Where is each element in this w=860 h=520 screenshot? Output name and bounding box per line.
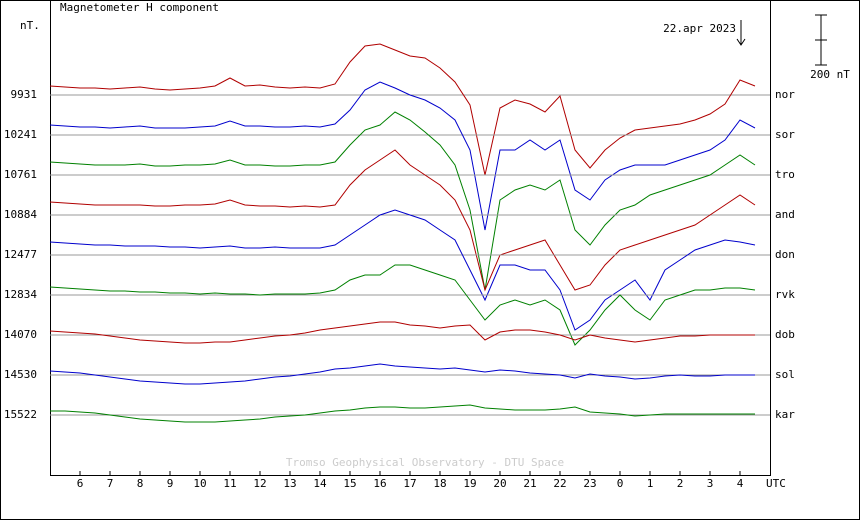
trace xyxy=(49,209,756,331)
scale-bar xyxy=(815,14,827,66)
baseline-label: 14070 xyxy=(4,328,37,341)
x-tick-label: 16 xyxy=(373,477,386,490)
x-tick-label: 17 xyxy=(403,477,416,490)
x-tick-label: 22 xyxy=(553,477,566,490)
baseline-label: 10884 xyxy=(4,208,37,221)
station-label: nor xyxy=(775,88,795,101)
station-label: dob xyxy=(775,328,795,341)
x-tick-label: 10 xyxy=(193,477,206,490)
station-label: rvk xyxy=(775,288,795,301)
x-tick-label: 18 xyxy=(433,477,446,490)
date-arrow xyxy=(736,20,746,46)
trace xyxy=(50,404,755,423)
x-tick-label: 12 xyxy=(253,477,266,490)
x-tick-label: 4 xyxy=(737,477,744,490)
x-tick-label: 6 xyxy=(77,477,84,490)
trace xyxy=(49,321,755,344)
x-tick-label: 1 xyxy=(647,477,654,490)
x-tick-label: 20 xyxy=(493,477,506,490)
trace xyxy=(49,111,756,291)
station-label: sor xyxy=(775,128,795,141)
x-tick-label: 21 xyxy=(523,477,536,490)
x-tick-label: 8 xyxy=(137,477,144,490)
baseline-label: 14530 xyxy=(4,368,37,381)
baseline-label: 9931 xyxy=(11,88,38,101)
station-label: don xyxy=(775,248,795,261)
trace xyxy=(49,81,756,231)
scale-bar-label: 200 nT xyxy=(810,68,850,81)
x-tick-label: 3 xyxy=(707,477,714,490)
chart-title: Magnetometer H component xyxy=(60,1,219,14)
x-tick-label: 11 xyxy=(223,477,236,490)
date-label: 22.apr 2023 xyxy=(663,22,736,35)
station-label: kar xyxy=(775,408,795,421)
station-label: and xyxy=(775,208,795,221)
station-label: sol xyxy=(775,368,795,381)
x-tick-label: 14 xyxy=(313,477,327,490)
x-axis-label: UTC xyxy=(766,477,786,490)
x-tick-label: 7 xyxy=(107,477,114,490)
x-tick-label: 19 xyxy=(463,477,476,490)
station-label: tro xyxy=(775,168,795,181)
plot-area xyxy=(50,0,771,476)
baseline-label: 10761 xyxy=(4,168,37,181)
baseline-label: 12834 xyxy=(4,288,37,301)
trace xyxy=(49,264,756,346)
baseline-label: 10241 xyxy=(4,128,37,141)
trace xyxy=(49,363,755,385)
x-tick-label: 0 xyxy=(617,477,624,490)
x-tick-label: 15 xyxy=(343,477,356,490)
baseline-label: 15522 xyxy=(4,408,37,421)
x-tick-label: 23 xyxy=(583,477,596,490)
x-tick-label: 2 xyxy=(677,477,684,490)
x-tick-label: 13 xyxy=(283,477,296,490)
trace xyxy=(49,149,756,292)
y-axis-label: nT. xyxy=(20,19,40,32)
x-tick-label: 9 xyxy=(167,477,174,490)
trace xyxy=(49,43,756,176)
footer: Tromso Geophysical Observatory - DTU Spa… xyxy=(286,456,564,469)
baseline-label: 12477 xyxy=(4,248,37,261)
